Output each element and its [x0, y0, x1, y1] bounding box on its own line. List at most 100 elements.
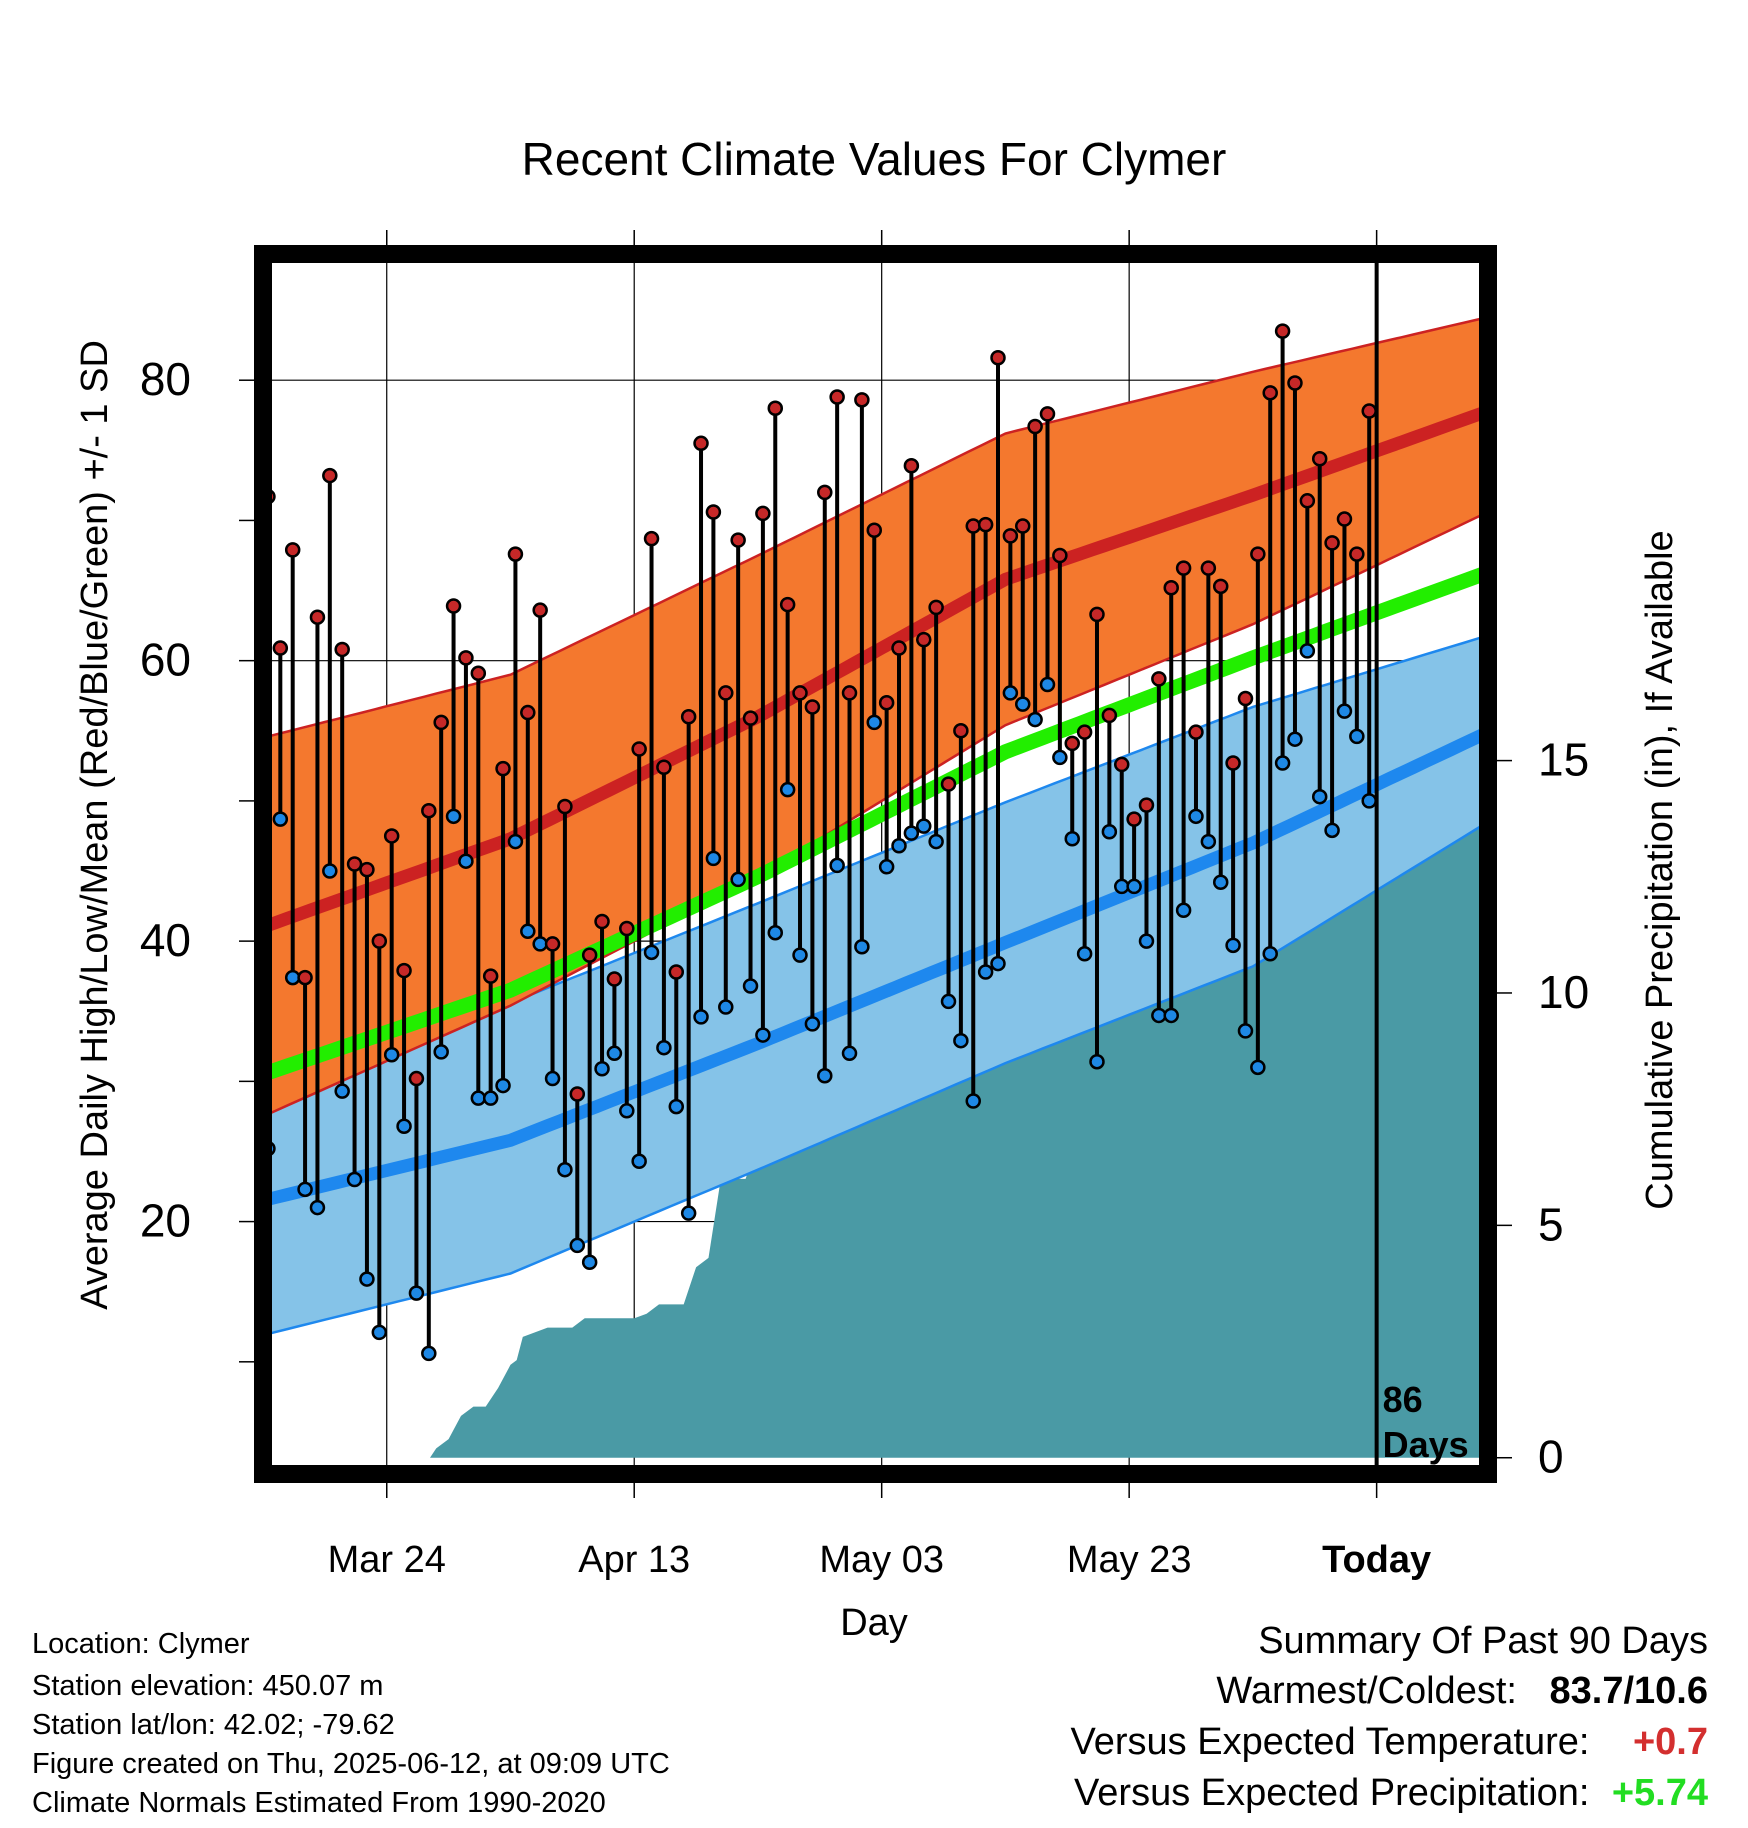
low-point-51 — [891, 838, 907, 854]
low-point-17 — [470, 1090, 487, 1106]
low-point-30 — [631, 1153, 647, 1170]
high-point-31 — [643, 530, 660, 547]
low-point-82 — [1274, 755, 1291, 771]
high-point-7 — [346, 856, 363, 872]
high-point-66 — [1076, 724, 1093, 740]
low-point-53 — [916, 818, 932, 834]
low-point-18 — [482, 1090, 499, 1106]
high-point-80 — [1250, 546, 1266, 562]
temp-value: +0.7 — [1632, 1721, 1708, 1763]
summary-precipitation: Versus Expected Precipitation: +5.74 — [1074, 1772, 1708, 1815]
low-point-64 — [1052, 749, 1068, 766]
high-point-17 — [470, 665, 487, 682]
low-point-43 — [792, 947, 808, 963]
low-point-48 — [854, 938, 870, 955]
low-point-84 — [1299, 643, 1316, 659]
low-point-83 — [1287, 731, 1303, 747]
high-point-67 — [1089, 606, 1105, 623]
high-point-25 — [569, 1086, 586, 1102]
high-point-43 — [792, 685, 808, 701]
y-tick-label-1: 40 — [140, 914, 191, 966]
plot-frame — [254, 245, 1497, 1483]
low-point-75 — [1188, 808, 1204, 825]
y-tick-label-0: 20 — [140, 1195, 191, 1247]
low-point-36 — [705, 850, 722, 867]
high-point-60 — [1002, 528, 1019, 544]
x-tick-label-3: May 23 — [1067, 1539, 1192, 1581]
low-point-27 — [594, 1060, 610, 1077]
high-point-55 — [940, 776, 957, 792]
low-point-34 — [680, 1205, 697, 1221]
high-point-73 — [1163, 579, 1179, 596]
temp-label: Versus Expected Temperature: — [1070, 1721, 1590, 1763]
high-point-6 — [334, 641, 350, 658]
low-point-62 — [1027, 711, 1043, 728]
high-point-13 — [421, 802, 437, 819]
low-point-57 — [965, 1093, 982, 1109]
high-point-33 — [668, 964, 685, 980]
high-point-26 — [581, 947, 598, 963]
high-point-36 — [705, 504, 722, 520]
low-point-69 — [1113, 878, 1130, 895]
high-point-64 — [1052, 547, 1068, 564]
high-point-22 — [532, 602, 548, 618]
low-point-7 — [346, 1171, 363, 1188]
low-point-31 — [643, 944, 660, 961]
low-point-37 — [718, 999, 734, 1015]
y-tick-label-2: 60 — [140, 634, 191, 686]
low-point-3 — [297, 1181, 313, 1198]
low-point-56 — [953, 1032, 969, 1049]
y-axis-label-right: Cumulative Precipitation (in), If Availa… — [1639, 530, 1681, 1209]
high-point-42 — [779, 596, 796, 613]
low-point-45 — [817, 1067, 833, 1084]
low-point-78 — [1225, 937, 1241, 954]
low-point-10 — [383, 1046, 400, 1063]
precip-value: +5.74 — [1611, 1772, 1708, 1814]
low-point-11 — [396, 1118, 412, 1134]
high-point-47 — [841, 685, 858, 701]
low-point-13 — [421, 1345, 437, 1362]
high-point-4 — [309, 609, 326, 625]
high-point-49 — [866, 522, 883, 539]
low-point-60 — [1002, 685, 1019, 701]
high-point-57 — [965, 518, 982, 534]
high-point-5 — [322, 467, 338, 484]
info-created: Figure created on Thu, 2025-06-12, at 09… — [32, 1748, 670, 1780]
today-annotation-0: 86 — [1383, 1379, 1423, 1420]
low-point-26 — [581, 1254, 598, 1271]
high-point-40 — [755, 505, 771, 522]
high-point-81 — [1262, 385, 1278, 401]
info-location: Location: Clymer — [32, 1628, 250, 1660]
low-point-42 — [779, 781, 796, 798]
high-point-45 — [817, 484, 833, 501]
high-point-11 — [396, 962, 412, 979]
high-point-63 — [1039, 406, 1056, 422]
low-point-71 — [1138, 933, 1155, 949]
low-point-9 — [371, 1324, 388, 1341]
y-tick-label-3: 80 — [140, 353, 191, 405]
low-point-70 — [1126, 878, 1142, 895]
low-point-38 — [730, 871, 746, 888]
low-point-68 — [1101, 823, 1118, 840]
low-point-19 — [495, 1077, 511, 1094]
low-point-28 — [606, 1045, 623, 1062]
high-point-51 — [891, 640, 907, 656]
low-point-58 — [977, 964, 994, 980]
right-tick-label-2: 10 — [1538, 966, 1589, 1018]
low-point-76 — [1200, 833, 1217, 850]
low-point-66 — [1076, 945, 1093, 962]
chart-title: Recent Climate Values For Clymer — [522, 133, 1227, 185]
high-point-54 — [928, 599, 944, 616]
high-point-39 — [742, 710, 759, 726]
x-axis-label: Day — [840, 1602, 908, 1644]
high-point-34 — [680, 709, 697, 725]
precip-label: Versus Expected Precipitation: — [1074, 1772, 1590, 1814]
low-point-87 — [1336, 703, 1353, 719]
info-latlon: Station lat/lon: 42.02; -79.62 — [32, 1709, 395, 1741]
low-point-32 — [656, 1039, 672, 1056]
high-point-1 — [272, 640, 289, 656]
high-point-18 — [482, 968, 499, 984]
high-point-37 — [718, 685, 734, 701]
low-point-59 — [990, 955, 1006, 972]
low-point-39 — [742, 978, 759, 994]
